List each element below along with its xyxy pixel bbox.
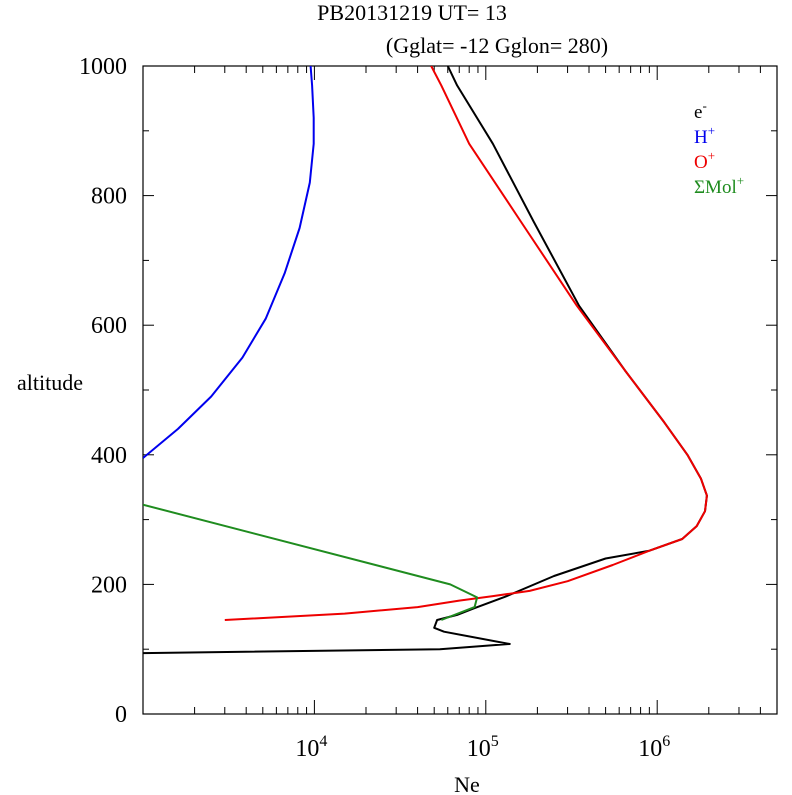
y-tick-label: 0: [115, 702, 127, 728]
legend-entry: H+: [694, 123, 715, 148]
legend-entry: e-: [694, 98, 707, 123]
plot-frame: [142, 65, 778, 715]
legend: e-H+O+ΣMol+: [694, 98, 744, 198]
x-tick-label: 104: [295, 733, 327, 762]
x-axis: 104 105 106: [194, 66, 761, 762]
chart-title: PB20131219 UT= 13: [317, 0, 507, 25]
y-tick-label: 800: [91, 184, 127, 210]
y-tick-label: 1000: [79, 54, 127, 80]
y-axis: 0 200 400 600 800 1000: [79, 54, 777, 728]
series-line-3: [143, 503, 479, 621]
x-axis-label: Ne: [454, 772, 480, 795]
x-tick-label: 106: [638, 733, 670, 762]
y-tick-label: 600: [91, 313, 127, 339]
y-tick-label: 200: [91, 572, 127, 598]
series-line-2: [224, 66, 708, 621]
chart-subtitle: (Gglat= -12 Gglon= 280): [386, 33, 608, 58]
y-axis-label: altitude: [17, 370, 83, 395]
series-line-1: [143, 66, 315, 459]
series-line-0: [143, 66, 708, 655]
legend-entry: ΣMol+: [694, 173, 744, 198]
legend-entry: O+: [694, 148, 715, 173]
y-tick-label: 400: [91, 443, 127, 469]
series-layer: [143, 66, 708, 655]
x-tick-label: 105: [467, 733, 499, 762]
